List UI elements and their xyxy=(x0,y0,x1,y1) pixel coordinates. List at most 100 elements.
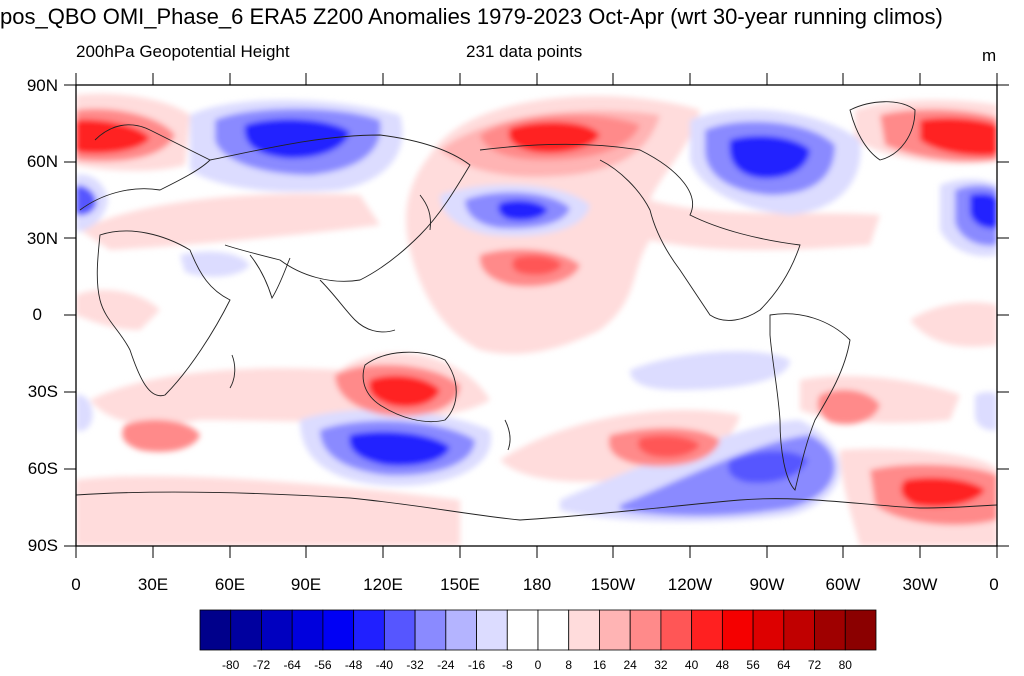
colorbar-label-18: 64 xyxy=(777,658,791,672)
japan-coast xyxy=(419,194,431,231)
lat-ticks xyxy=(64,84,1009,547)
southern-ocean-max-negative xyxy=(349,431,450,466)
colorbar-label-6: -32 xyxy=(406,658,424,672)
colorbar-label-14: 32 xyxy=(654,658,668,672)
antarctica-coast xyxy=(76,491,997,521)
colorbar-label-2: -64 xyxy=(283,658,301,672)
arabia-negative xyxy=(180,251,250,277)
australia-coast xyxy=(362,351,457,423)
lon-label-30w: 30W xyxy=(902,575,938,594)
lon-label-180: 180 xyxy=(522,575,552,594)
amundsen-max-negative xyxy=(728,451,808,484)
west-africa-positive xyxy=(76,290,160,330)
coastlines xyxy=(76,101,997,521)
madagascar-coast xyxy=(229,354,236,389)
colorbar-label-9: -8 xyxy=(501,658,513,672)
data-points-label: 231 data points xyxy=(466,42,583,61)
lon-label-0: 0 xyxy=(71,575,81,594)
colorbar-label-1: -72 xyxy=(252,658,271,672)
colorbar-label-13: 24 xyxy=(623,658,637,672)
south-america-coast xyxy=(769,313,851,491)
lon-label-120w: 120W xyxy=(667,575,713,594)
colorbar-label-15: 40 xyxy=(684,658,699,672)
lon-label-120e: 120E xyxy=(363,575,403,594)
colorbar xyxy=(199,609,877,651)
south-pacific-max-positive xyxy=(638,435,700,458)
atlantic-max-negative xyxy=(970,193,997,229)
lon-label-0-east: 0 xyxy=(989,575,999,594)
colorbar-box-19 xyxy=(783,609,815,651)
africa-max-negative xyxy=(76,185,97,216)
se-asia-coast xyxy=(319,279,396,333)
colorbar-box-4 xyxy=(322,609,355,651)
colorbar-box-7 xyxy=(414,609,447,651)
south-atlantic-negative xyxy=(975,391,997,431)
colorbar-box-16 xyxy=(691,609,723,651)
colorbar-label-8: -16 xyxy=(467,658,486,672)
greenland-max-positive xyxy=(920,117,997,156)
colorbar-label-3: -56 xyxy=(314,658,332,672)
colorbar-box-13 xyxy=(599,609,631,651)
colorbar-box-3 xyxy=(291,609,324,651)
colorbar-box-21 xyxy=(844,609,877,651)
colorbar-box-15 xyxy=(660,609,693,651)
colorbar-label-4: -48 xyxy=(344,658,363,672)
north-america-coast xyxy=(479,143,801,321)
pacific-max-negative xyxy=(498,200,548,221)
units-label: m xyxy=(982,46,997,65)
anomaly-field xyxy=(76,85,997,546)
lon-ticks xyxy=(75,73,998,558)
nz-coast xyxy=(504,419,511,451)
lon-label-60e: 60E xyxy=(214,575,246,594)
lon-label-150w: 150W xyxy=(590,575,636,594)
lat-label-60s: 60S xyxy=(27,459,58,478)
colorbar-label-7: -24 xyxy=(437,658,455,672)
plot-title: pos_QBO OMI_Phase_6 ERA5 Z200 Anomalies … xyxy=(0,4,943,29)
colorbar-label-19: 72 xyxy=(807,658,822,672)
west-indian-negative xyxy=(76,394,93,431)
canada-max-negative xyxy=(729,135,810,179)
australia-max-positive xyxy=(369,375,440,407)
lon-label-90e: 90E xyxy=(290,575,322,594)
colorbar-box-17 xyxy=(721,609,754,651)
argentina-positive xyxy=(817,389,880,425)
colorbar-label-17: 56 xyxy=(746,658,760,672)
antarctic-positive-band xyxy=(76,476,460,546)
colorbar-label-16: 48 xyxy=(715,658,730,672)
colorbar-box-5 xyxy=(353,609,385,651)
lat-label-60n: 60N xyxy=(26,152,58,171)
colorbar-box-1 xyxy=(230,609,262,651)
antarctic-max-positive xyxy=(901,477,985,507)
lat-label-90s: 90S xyxy=(27,536,58,555)
pacific-max-positive xyxy=(512,255,562,275)
lon-label-60w: 60W xyxy=(825,575,861,594)
east-pacific-negative xyxy=(630,351,790,390)
lat-label-30s: 30S xyxy=(27,382,58,401)
colorbar-box-11 xyxy=(537,609,570,651)
colorbar-box-8 xyxy=(445,609,477,651)
siberia-max-negative xyxy=(244,119,350,159)
colorbar-box-9 xyxy=(476,609,508,651)
colorbar-label-0: -80 xyxy=(222,658,240,672)
colorbar-box-10 xyxy=(506,609,539,651)
greenland-coast xyxy=(849,101,916,161)
africa-coast xyxy=(96,230,231,397)
variable-label: 200hPa Geopotential Height xyxy=(76,42,290,61)
colorbar-box-0 xyxy=(199,609,232,651)
asia-positive-band xyxy=(80,193,380,250)
lon-label-90w: 90W xyxy=(749,575,785,594)
lon-label-30e: 30E xyxy=(137,575,169,594)
south-america-positive xyxy=(910,302,997,347)
lat-label-30n: 30N xyxy=(26,229,58,248)
europe-max-positive xyxy=(76,119,150,154)
lat-label-90n: 90N xyxy=(26,76,58,95)
lat-label-eq: 0 xyxy=(32,305,42,324)
colorbar-box-14 xyxy=(629,609,662,651)
colorbar-label-11: 8 xyxy=(565,658,573,672)
colorbar-box-18 xyxy=(752,609,785,651)
colorbar-label-5: -40 xyxy=(375,658,394,672)
colorbar-label-10: 0 xyxy=(534,658,542,672)
colorbar-box-20 xyxy=(814,609,846,651)
colorbar-label-20: 80 xyxy=(838,658,852,672)
